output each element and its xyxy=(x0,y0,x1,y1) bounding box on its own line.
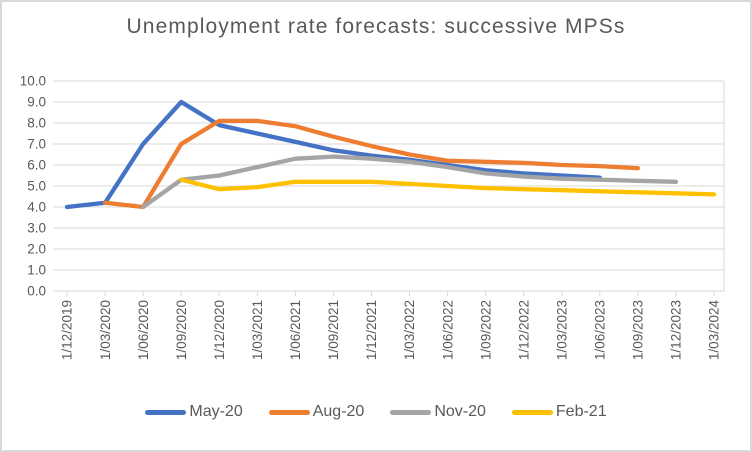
x-axis-tick-label: 1/12/2023 xyxy=(669,300,684,360)
legend-item-aug-20: Aug-20 xyxy=(268,403,365,421)
y-axis-tick-label: 6.0 xyxy=(27,158,46,173)
y-axis-tick-label: 9.0 xyxy=(27,95,46,110)
legend-label: May-20 xyxy=(189,403,243,420)
x-axis-tick-label: 1/03/2023 xyxy=(555,300,570,360)
x-axis-tick-label: 1/03/2020 xyxy=(98,300,113,360)
legend-swatch-may-20 xyxy=(145,409,187,415)
x-axis-tick-label: 1/03/2024 xyxy=(707,300,722,361)
chart-title: Unemployment rate forecasts: successive … xyxy=(126,15,626,38)
y-axis-tick-label: 0.0 xyxy=(27,284,46,299)
x-axis-tick-label: 1/12/2022 xyxy=(516,300,531,360)
y-axis-tick-label: 8.0 xyxy=(27,116,46,131)
y-axis-tick-label: 5.0 xyxy=(27,179,46,194)
x-axis-tick-label: 1/03/2022 xyxy=(402,300,417,360)
legend-label: Nov-20 xyxy=(434,403,486,420)
y-axis-tick-label: 1.0 xyxy=(27,263,46,278)
x-axis-tick-label: 1/03/2021 xyxy=(250,300,265,360)
x-axis-tick-label: 1/09/2020 xyxy=(174,300,189,360)
x-axis-tick-label: 1/09/2021 xyxy=(326,300,341,360)
legend-swatch-nov-20 xyxy=(390,409,432,415)
y-axis-tick-label: 3.0 xyxy=(27,221,46,236)
x-axis-tick-label: 1/09/2022 xyxy=(478,300,493,360)
legend-swatch-aug-20 xyxy=(268,409,310,415)
legend: May-20 Aug-20 Nov-20 Feb-21 xyxy=(2,403,750,421)
y-axis-tick-label: 7.0 xyxy=(27,137,46,152)
y-axis-tick-label: 2.0 xyxy=(27,242,46,257)
series-line-aug-20 xyxy=(102,118,641,210)
series-line-feb-21 xyxy=(179,177,717,197)
x-axis-tick-label: 1/12/2019 xyxy=(60,300,75,360)
x-axis-tick-label: 1/06/2022 xyxy=(440,300,455,360)
x-axis-tick-label: 1/12/2021 xyxy=(364,300,379,360)
legend-item-nov-20: Nov-20 xyxy=(390,403,486,421)
legend-label: Feb-21 xyxy=(555,403,607,420)
x-axis-tick-label: 1/06/2021 xyxy=(288,300,303,360)
legend-label: Aug-20 xyxy=(312,403,365,420)
legend-item-feb-21: Feb-21 xyxy=(511,403,607,421)
y-axis-tick-label: 4.0 xyxy=(27,200,46,215)
plot-area: 10.0 9.0 8.0 7.0 6.0 5.0 4.0 3.0 2.0 1.0 0.0 1/12/2… xyxy=(20,74,725,361)
y-axis-tick-label: 10.0 xyxy=(20,74,46,89)
legend-item-may-20: May-20 xyxy=(145,403,243,421)
x-axis-tick-label: 1/06/2023 xyxy=(593,300,608,360)
x-axis-tick-label: 1/12/2020 xyxy=(212,300,227,360)
series-line-nov-20 xyxy=(140,154,679,210)
series-line-may-20 xyxy=(64,99,602,210)
legend-swatch-feb-21 xyxy=(511,409,553,415)
x-axis-tick-label: 1/06/2020 xyxy=(136,300,151,360)
x-axis-tick-label: 1/09/2023 xyxy=(631,300,646,360)
